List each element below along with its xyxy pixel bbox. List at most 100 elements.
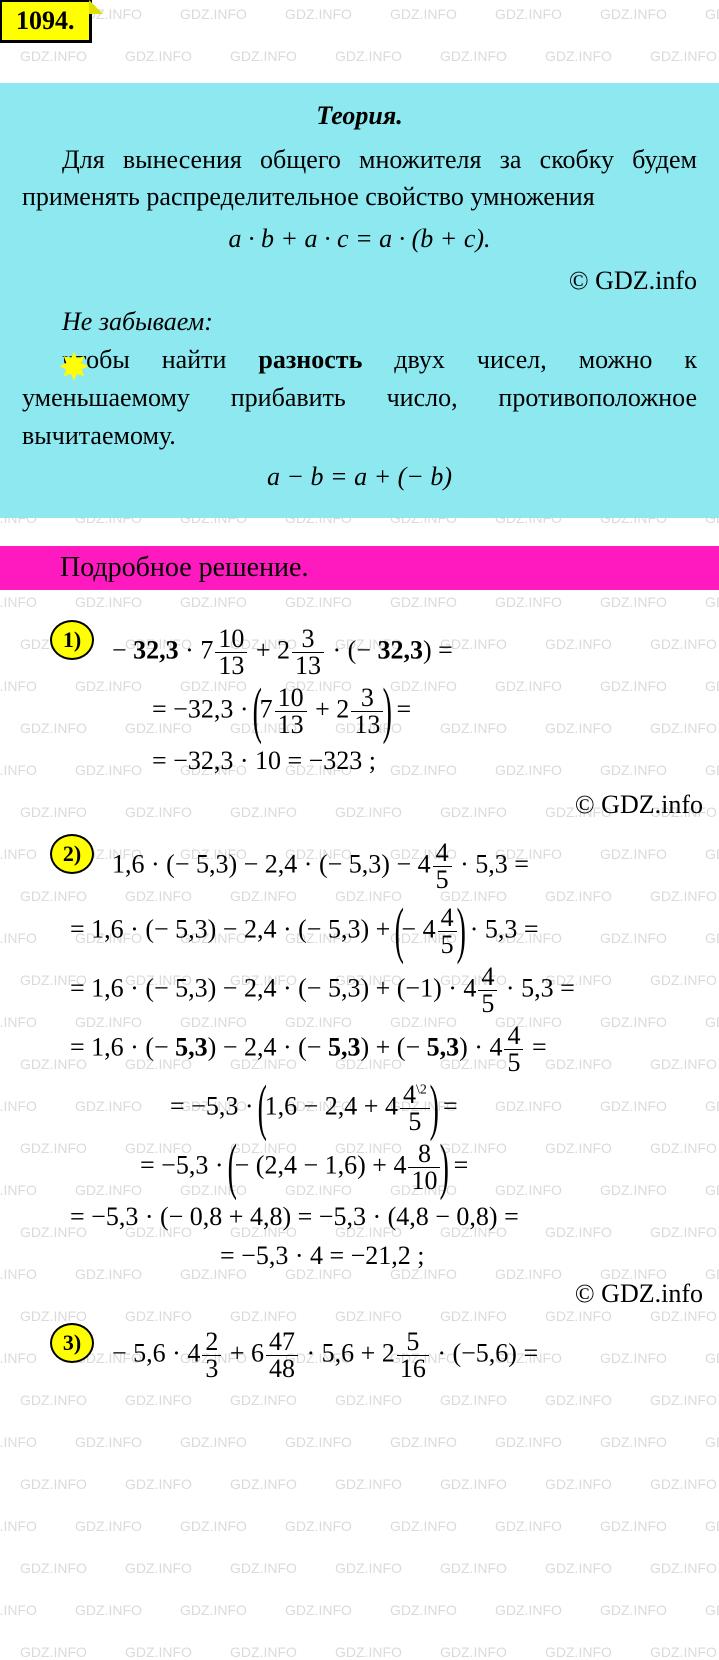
t: − 5,6 · 4: [112, 1339, 200, 1368]
note-text: ✸ чтобы найти разность двух чисел, можно…: [22, 341, 697, 454]
math-cont-2: = 1,6 · (− 5,3) − 2,4 · (− 5,3) + (− 445…: [70, 905, 709, 1274]
fraction: 4748: [266, 1329, 298, 1382]
fraction: 4\25: [400, 1082, 430, 1135]
rparen-icon: ): [440, 1144, 449, 1191]
t: 4: [478, 964, 497, 991]
t: 4: [403, 1080, 416, 1109]
math-line: = −5,3 · (− (2,4 − 1,6) + 4810) =: [140, 1141, 699, 1194]
math-line: 1,6 · (− 5,3) − 2,4 · (− 5,3) − 445 · 5,…: [112, 840, 699, 893]
t: 10: [215, 626, 247, 653]
t: 5: [397, 1329, 429, 1356]
t: ) − 2,4 · (−: [208, 1032, 328, 1061]
problem-number-badge: 1094.: [0, 0, 92, 43]
t: 10: [408, 1168, 440, 1194]
content: 1094. Теория. Для вынесения общего множи…: [0, 0, 719, 1404]
answer-badge-1: 1): [50, 620, 94, 660]
t: = 1,6 · (− 5,3) − 2,4 · (− 5,3) + (−1) ·…: [70, 973, 476, 1002]
t: 13: [351, 712, 383, 738]
lparen-icon: (: [253, 688, 262, 735]
t: 4: [433, 840, 452, 867]
t: 5: [478, 991, 497, 1017]
t: 2: [202, 1329, 221, 1356]
t: 48: [266, 1356, 298, 1382]
t: =: [525, 1032, 546, 1061]
t: 1,6 − 2,4 + 4: [265, 1091, 398, 1120]
t: 32,3: [133, 635, 179, 664]
t: 4: [504, 1023, 523, 1050]
t: 13: [292, 653, 324, 679]
t: = 1,6 · (−: [70, 1032, 175, 1061]
t: = 1,6 · (− 5,3) − 2,4 · (− 5,3) +: [70, 914, 397, 943]
t: − 4: [401, 914, 435, 943]
t: − (2,4 − 1,6) + 4: [235, 1150, 407, 1179]
fraction: 45: [478, 964, 497, 1017]
t: 8: [408, 1141, 440, 1168]
fraction: 45: [438, 905, 457, 958]
t: 3: [292, 626, 324, 653]
t: 16: [397, 1356, 429, 1382]
fraction: 1013: [215, 626, 247, 679]
fraction: 45: [433, 840, 452, 893]
theory-formula-2: a − b = a + (− b): [22, 458, 697, 496]
answer-badge-2: 2): [50, 834, 94, 874]
answers-area: 1) − 32,3 · 71013 + 2313 · (− 32,3) = = …: [0, 590, 719, 1404]
t: 32,3: [378, 635, 424, 664]
t: 4\2: [400, 1082, 430, 1109]
note-bold: разность: [258, 345, 362, 374]
fraction: 45: [504, 1023, 523, 1076]
rparen-icon: ): [456, 908, 465, 955]
fraction: 23: [202, 1329, 221, 1382]
t: 13: [275, 712, 307, 738]
problem-number: 1094.: [16, 6, 75, 35]
copyright-2: © GDZ.info: [10, 790, 703, 820]
note-pre: чтобы найти: [62, 345, 258, 374]
t: =: [437, 1091, 458, 1120]
t: =: [390, 694, 411, 723]
t: · (−5,6) =: [431, 1339, 538, 1368]
math-line: = 1,6 · (− 5,3) − 2,4 · (− 5,3) + (− 445…: [70, 905, 699, 958]
t: 3: [202, 1356, 221, 1382]
math-line: = −32,3 · 10 = −323 ;: [152, 744, 699, 778]
t: \2: [416, 1082, 427, 1097]
t: 5,3: [427, 1032, 460, 1061]
t: ) =: [423, 635, 453, 664]
solution-header: Подробное решение.: [0, 546, 719, 590]
t: ) · 4: [459, 1032, 502, 1061]
t: · 7: [179, 635, 214, 664]
t: 10: [275, 685, 307, 712]
t: = −5,3 ·: [170, 1091, 260, 1120]
fraction: 313: [292, 626, 324, 679]
math-line: = 1,6 · (− 5,3) − 2,4 · (− 5,3) + (−1) ·…: [70, 964, 699, 1017]
t: −: [112, 635, 133, 664]
t: 3: [351, 685, 383, 712]
fraction: 516: [397, 1329, 429, 1382]
t: 5,3: [175, 1032, 208, 1061]
t: 5: [438, 932, 457, 958]
answer-badge-3: 3): [50, 1323, 94, 1363]
t: ) + (−: [360, 1032, 426, 1061]
answer-1: 1) − 32,3 · 71013 + 2313 · (− 32,3) = = …: [10, 620, 709, 784]
lparen-icon: (: [258, 1085, 267, 1132]
math-block-3: − 5,6 · 423 + 64748 · 5,6 + 2516 · (−5,6…: [112, 1323, 709, 1388]
t: · 5,6 + 2: [300, 1339, 395, 1368]
math-line: − 5,6 · 423 + 64748 · 5,6 + 2516 · (−5,6…: [112, 1329, 699, 1382]
theory-text-1: Для вынесения общего множителя за скобку…: [22, 141, 697, 216]
t: = −5,3 ·: [140, 1150, 230, 1179]
t: 5: [504, 1050, 523, 1076]
t: 5,3: [328, 1032, 361, 1061]
fraction: 313: [351, 685, 383, 738]
answer-3: 3) − 5,6 · 423 + 64748 · 5,6 + 2516 · (−…: [10, 1323, 709, 1388]
math-line: = −5,3 · (− 0,8 + 4,8) = −5,3 · (4,8 − 0…: [70, 1200, 699, 1234]
theory-box: Теория. Для вынесения общего множителя з…: [0, 83, 719, 518]
t: 5: [433, 867, 452, 893]
math-line: = −5,3 · (1,6 − 2,4 + 44\25) =: [170, 1082, 699, 1135]
answer-2: 2) 1,6 · (− 5,3) − 2,4 · (− 5,3) − 445 ·…: [10, 834, 709, 899]
math-line: − 32,3 · 71013 + 2313 · (− 32,3) =: [112, 626, 699, 679]
math-line: = 1,6 · (− 5,3) − 2,4 · (− 5,3) + (− 5,3…: [70, 1023, 699, 1076]
t: + 2: [309, 694, 350, 723]
theory-formula-1: a · b + a · c = a · (b + c).: [22, 220, 697, 258]
t: 47: [266, 1329, 298, 1356]
lparen-icon: (: [394, 908, 403, 955]
t: + 6: [223, 1339, 264, 1368]
star-icon: ✸: [18, 349, 60, 391]
